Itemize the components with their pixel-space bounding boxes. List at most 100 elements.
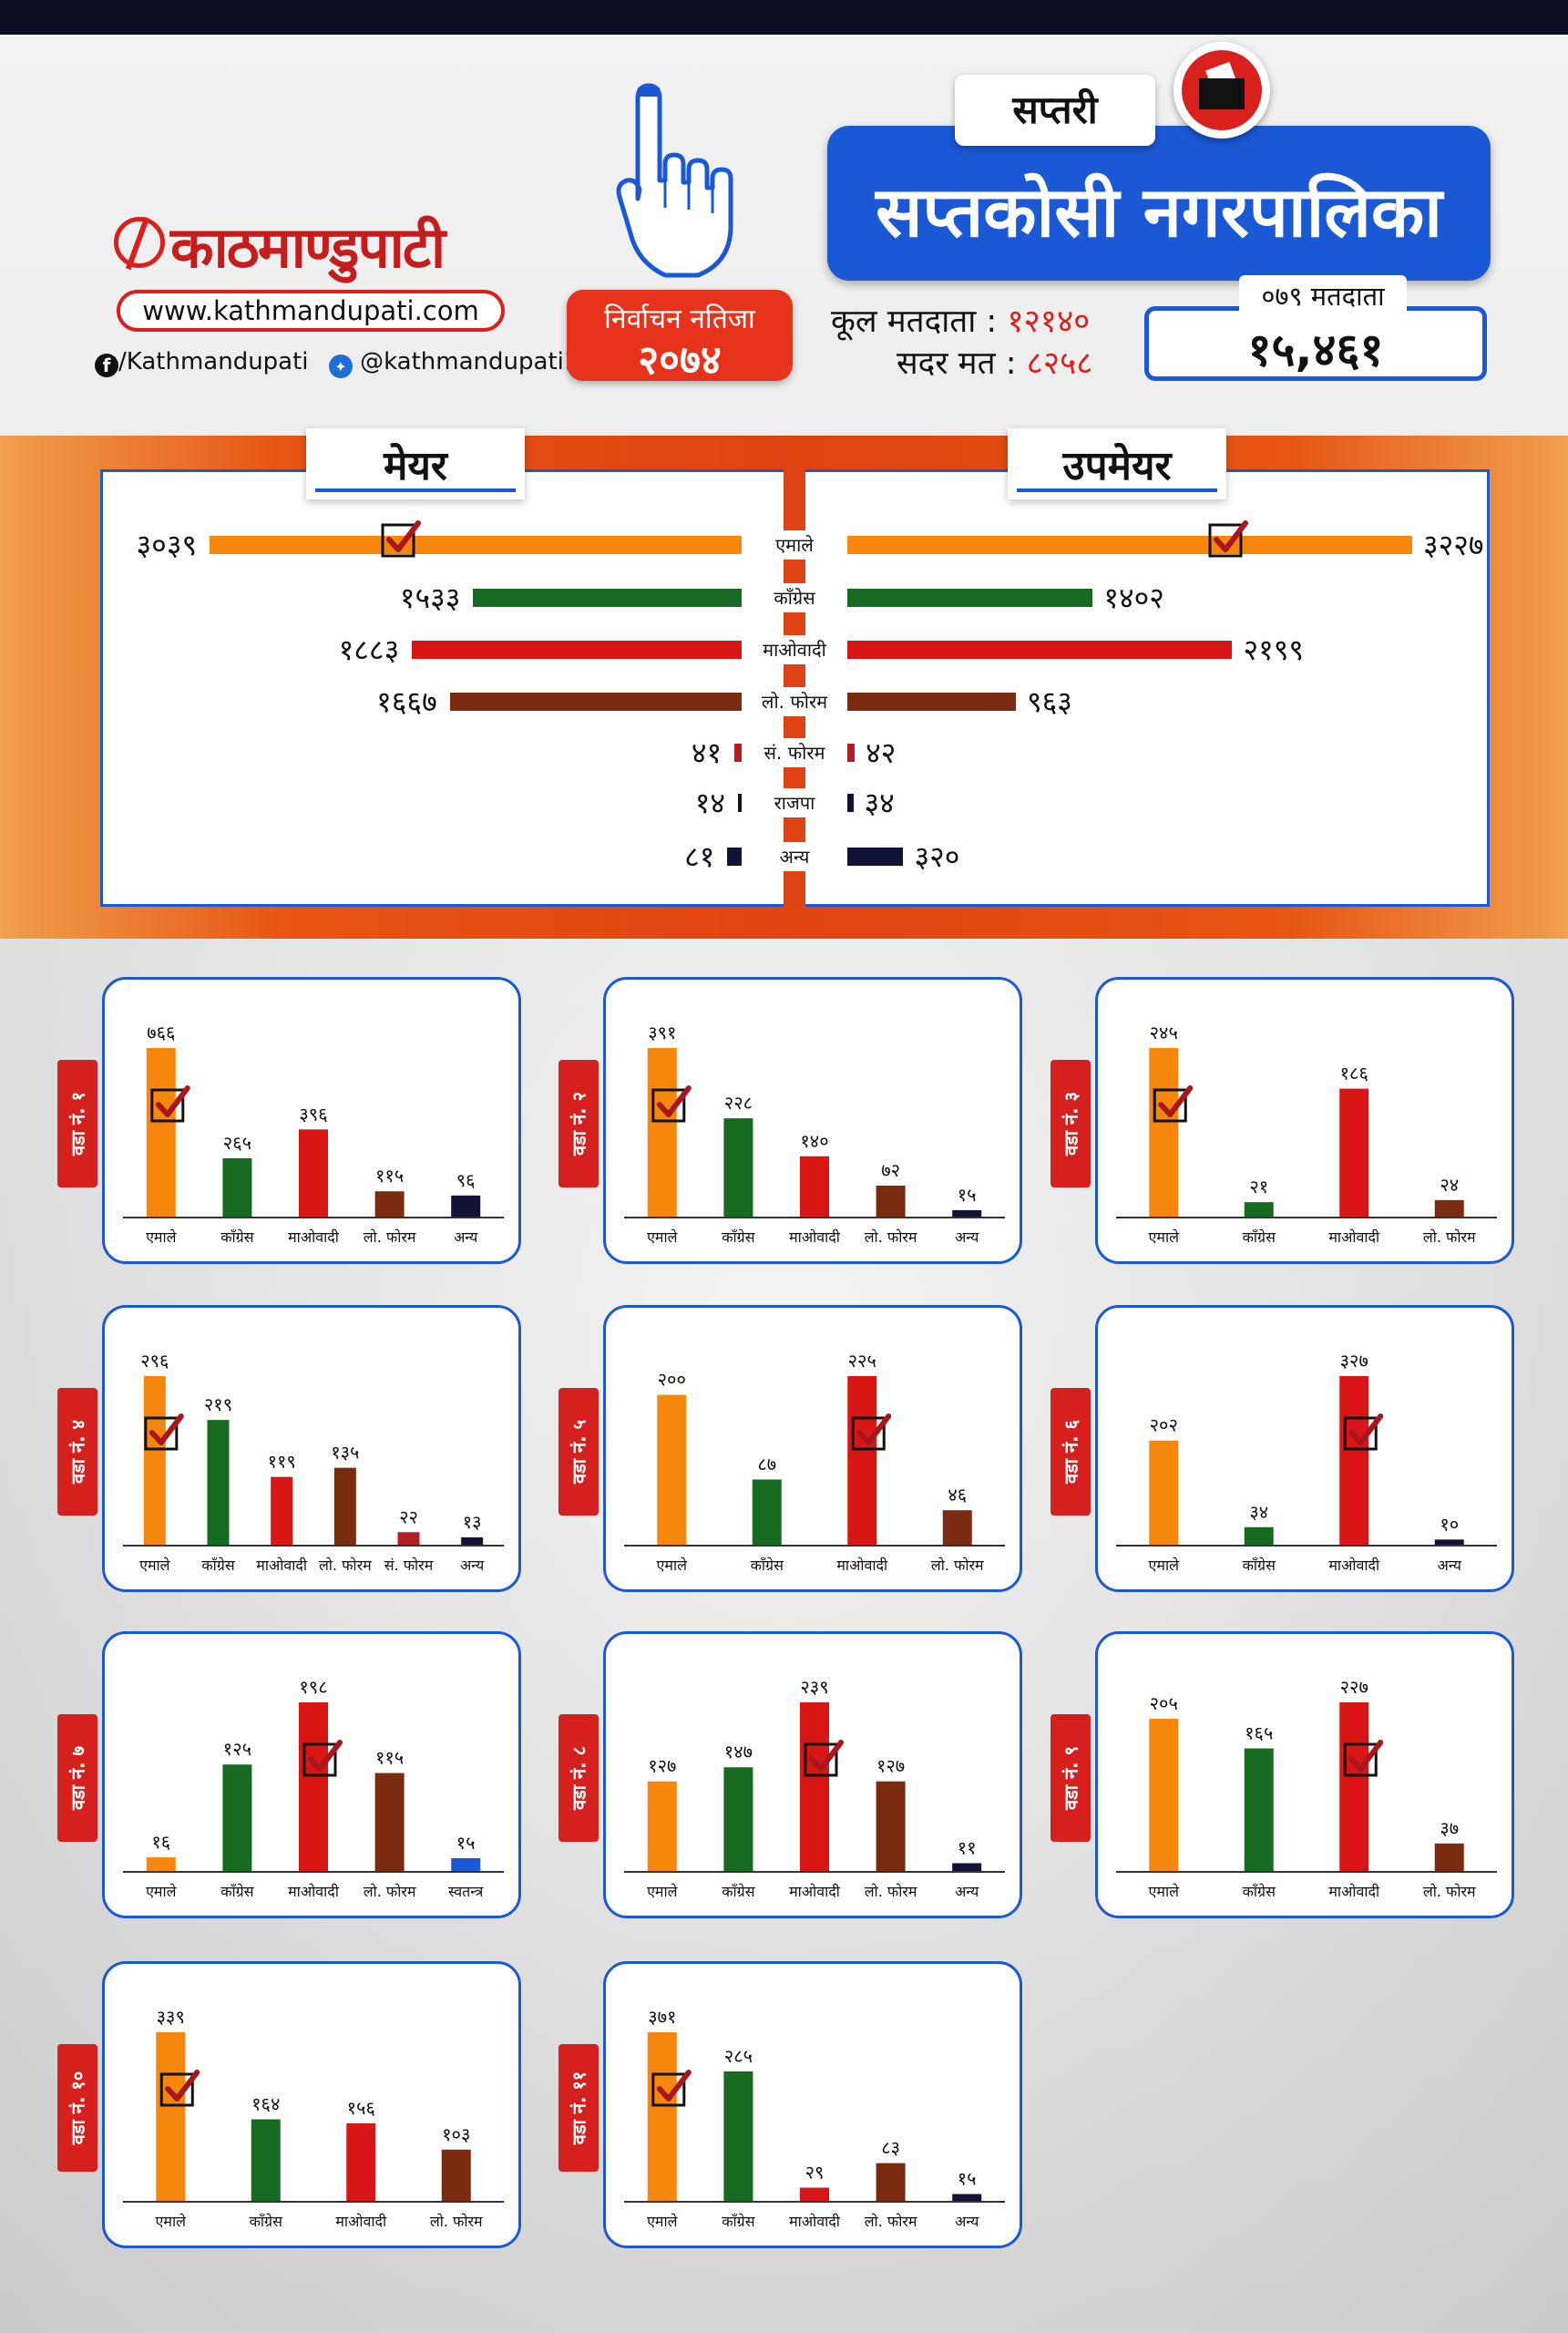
mayor-category-label: एमाले [749,530,840,560]
ward-category-label: माओवादी [256,1557,308,1574]
ward-bar-chart: ३९१ एमाले २२८ काँग्रेस १४० माओवादी ७२ लो. फोरम १… [624,1022,1005,1246]
ward-winner-check-icon [1343,1413,1384,1451]
facebook-icon: f [95,354,118,377]
ward-category-label: लो. फोरम [865,1228,917,1246]
ward-value-label: २१९ [204,1393,232,1415]
ward-value-label: १५ [958,2168,977,2190]
ward-card-7: वडा नं. ७ १६ एमाले १२५ काँग्रेस १९८ माओवादी ११५… [57,1631,521,1918]
ward-value-label: १८६ [1340,1063,1368,1084]
ward-category-label: काँग्रेस [722,1883,755,1900]
ward-value-label: २०५ [1150,1692,1178,1714]
mayor-category-label: राजपा [749,788,840,817]
ward-value-label: २४५ [1150,1022,1178,1043]
ward-value-label: ३२७ [1340,1350,1368,1372]
ward-title: वडा नं. ३ [1060,1091,1082,1156]
deputy-mayor-value-label: ३४ [864,786,895,820]
ward-value-label: १०३ [442,2123,470,2145]
ward-value-label: २८५ [724,2045,753,2067]
mayor-value-label: १६६७ [376,684,437,719]
ward-winner-check-icon [144,1413,184,1451]
ward-value-label: १५ [456,1832,476,1854]
ward-value-label: ३४ [1249,1501,1268,1523]
voters-079-box: १५,४६१ [1144,306,1487,381]
facebook-handle[interactable]: /Kathmandupati [118,348,309,375]
ward-category-label: काँग्रेस [1243,1557,1276,1574]
deputy-mayor-value-label: ४२ [866,735,897,770]
website-pill[interactable]: www.kathmandupati.com [117,290,505,332]
ward-category-label: लो. फोरम [931,1557,984,1574]
ward-category-label: काँग्रेस [1243,1883,1276,1900]
ward-bar [222,1764,252,1871]
ward-bar [397,1532,420,1545]
mayor-bar [473,589,742,607]
ward-tab: वडा नं. १० [57,2044,97,2172]
ward-category-label: एमाले [647,1228,679,1246]
valid-votes-label: सदर मत : [897,345,1017,382]
deputy-mayor-bar [847,794,854,812]
deputy-mayor-bar [847,848,904,866]
ward-value-label: ३९६ [299,1103,327,1125]
ward-bar [1339,1088,1369,1217]
valid-votes-value: ८२५८ [1026,345,1093,382]
ward-bar [1149,1048,1179,1217]
ward-category-label: काँग्रेस [751,1557,784,1574]
ward-winner-check-icon [804,1740,844,1777]
deputy-mayor-bar [847,589,1093,607]
deputy-mayor-bar [847,693,1017,711]
ward-category-label: माओवादी [288,1883,340,1900]
ward-category-label: लो. फोरम [865,1883,917,1900]
ward-title: वडा नं. २ [568,1091,590,1156]
ward-category-label: लो. फोरम [319,1557,372,1574]
ward-winner-check-icon [1153,1085,1194,1123]
ward-category-label: एमाले [146,1228,178,1246]
ward-category-label: एमाले [647,2213,679,2230]
ward-category-label: माओवादी [789,1883,841,1900]
twitter-handle[interactable]: @kathmandupati1 [360,348,579,375]
ward-bar [374,1773,405,1871]
ward-bar-chart: २०२ एमाले ३४ काँग्रेस ३२७ माओवादी १० अन्य [1116,1350,1497,1574]
ward-value-label: १२५ [223,1738,251,1760]
ward-category-label: काँग्रेस [220,1228,254,1246]
mayor-value-label: १५३३ [399,581,461,615]
ward-value-label: १९८ [299,1676,327,1698]
ward-title: वडा नं. ६ [1060,1419,1082,1485]
ward-tab: वडा नं. ६ [1050,1388,1091,1516]
ward-value-label: ७६६ [147,1022,175,1043]
ward-bar [723,2071,753,2201]
ward-category-label: काँग्रेस [722,2213,755,2230]
ward-value-label: ११५ [375,1165,404,1187]
ward-bar [647,1048,677,1217]
ward-bar [647,1781,677,1871]
deputy-winner-check-icon [1208,519,1248,560]
mayor-category-label: सं. फोरम [749,738,840,767]
ward-bar [1244,1526,1274,1545]
mayor-bar [449,693,742,711]
ward-category-label: काँग्रेस [722,1228,755,1246]
ward-value-label: २९ [805,2162,825,2184]
ward-category-label: लो. फोरम [865,2213,917,2230]
mayor-bar [738,794,742,812]
ward-bar [451,1857,481,1871]
ward-bar [876,2163,906,2201]
result-label: निर्वाचन नतिजा [604,303,755,335]
ward-bar [146,1048,176,1217]
ward-category-label: लो. फोरम [364,1883,416,1900]
ward-bar [723,1118,753,1217]
ward-category-label: अन्य [454,1228,478,1246]
ward-value-label: १३५ [331,1442,359,1464]
deputy-mayor-value-label: १४०२ [1103,581,1164,615]
voting-finger-icon [616,83,733,278]
ward-category-label: माओवादी [1328,1883,1380,1900]
ward-value-label: ३७१ [648,2006,676,2028]
ward-value-label: २३९ [800,1676,828,1698]
ward-bar [752,1479,782,1545]
voters-079-label: ०७९ मतदाता [1239,275,1407,317]
ward-winner-check-icon [302,1740,343,1777]
ward-bar [299,1702,328,1871]
mayor-bar [210,536,742,554]
ward-bar [156,2032,186,2201]
ward-tab: वडा नं. ५ [559,1388,599,1516]
ward-bar-chart: ३७१ एमाले २८५ काँग्रेस २९ माओवादी ८३ लो. फोरम १५… [624,2006,1005,2230]
ward-bar [847,1376,877,1545]
ward-card-1: वडा नं. १ ७६६ एमाले २६५ काँग्रेस ३९६ माओवादी ११… [57,977,521,1264]
